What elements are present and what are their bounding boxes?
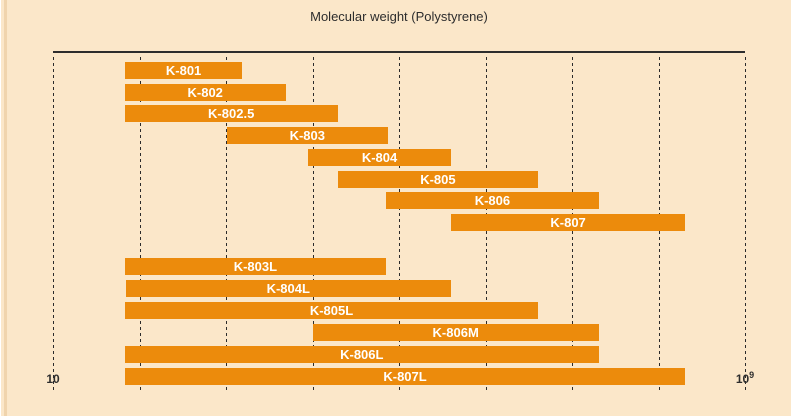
bar-k-801: K-801 [124, 62, 243, 79]
plot-area: 10102103104105106107108109 K-801K-802K-8… [46, 51, 754, 391]
bar-label: K-805 [420, 171, 456, 187]
bar-label: K-805L [309, 303, 354, 318]
bar-k-805l: K-805L [124, 302, 539, 319]
gridline-10e4 [312, 57, 314, 391]
bar-k-802.5: K-802.5 [124, 105, 338, 123]
bar-label: K-801 [165, 63, 202, 78]
bar-label: K-806 [474, 193, 511, 209]
bar-k-803l: K-803L [124, 258, 386, 275]
left-edge-stripe [4, 0, 7, 416]
bar-label: K-806L [340, 347, 384, 362]
gridline-10e3 [226, 57, 227, 391]
bar-label: K-807L [383, 369, 427, 384]
bar-k-804: K-804 [308, 148, 451, 166]
gridline-10e2 [139, 57, 141, 391]
bar-label: K-803L [233, 259, 278, 274]
bar-k-806: K-806 [386, 192, 599, 210]
bar-label: K-803 [289, 128, 325, 144]
bar-label: K-804 [361, 149, 398, 165]
bar-label: K-802 [187, 84, 223, 100]
bar-label: K-804L [266, 281, 310, 296]
gridline-10e1 [53, 57, 54, 391]
gridline-10e5 [399, 57, 400, 391]
bar-label: K-802.5 [208, 106, 255, 122]
bar-k-802: K-802 [124, 83, 286, 101]
x-axis-line [53, 51, 745, 53]
bar-k-806m: K-806M [312, 324, 599, 341]
bar-label: K-806M [432, 325, 479, 340]
bar-k-807l: K-807L [124, 368, 686, 385]
bar-k-804l: K-804L [125, 280, 451, 297]
bar-k-807: K-807 [450, 213, 686, 231]
gridline-10e9 [745, 57, 746, 391]
bar-k-805: K-805 [337, 170, 539, 188]
bar-k-803: K-803 [226, 127, 388, 145]
bar-k-806l: K-806L [124, 346, 599, 363]
chart-title: Molecular weight (Polystyrene) [310, 9, 488, 24]
bar-label: K-807 [550, 214, 586, 230]
